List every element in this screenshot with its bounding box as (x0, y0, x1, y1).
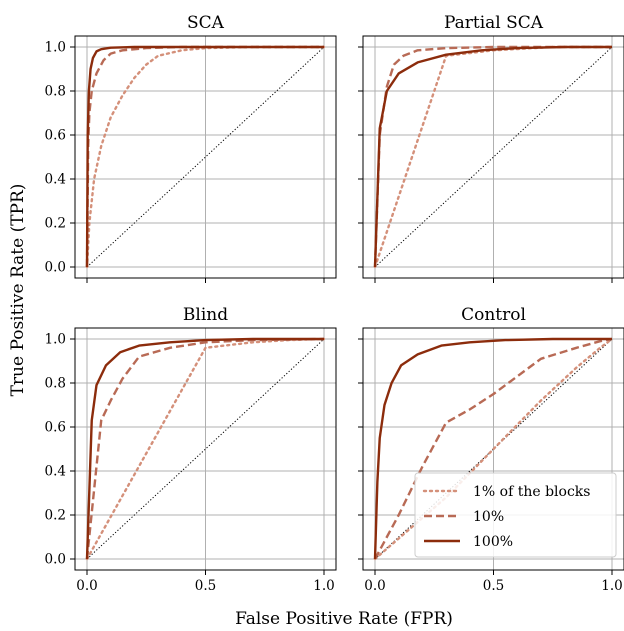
legend-label: 10% (473, 509, 504, 525)
y-tick-label: 0.0 (45, 552, 66, 568)
panel-title: SCA (187, 13, 225, 33)
y-tick-label: 0.0 (45, 260, 66, 276)
series-line-3 (373, 45, 612, 268)
panel-1: SCA 0.0 0.2 0.4 0.6 0.8 1.0 (45, 13, 337, 283)
y-tick-label: 1.0 (45, 332, 66, 348)
legend-label: 100% (473, 534, 513, 550)
x-tick-label: 1.0 (313, 578, 334, 594)
series-line-1 (373, 337, 614, 561)
panel-title: Control (461, 305, 526, 325)
panel-title: Blind (183, 305, 228, 325)
series-line-3 (85, 45, 324, 268)
x-tick-label: 0.0 (76, 578, 97, 594)
figure-y-axis-label: True Positive Rate (TPR) (8, 184, 28, 397)
legend-box (414, 472, 617, 558)
y-tick-label: 1.0 (45, 40, 66, 56)
y-tick-label: 0.8 (45, 376, 66, 392)
y-tick-label: 0.4 (45, 464, 66, 480)
y-tick-label: 0.2 (45, 508, 66, 524)
series-line-3 (373, 337, 612, 560)
y-tick-label: 0.6 (45, 128, 66, 144)
panel-2: Partial SCA (358, 13, 624, 283)
x-tick-label: 0.0 (364, 578, 385, 594)
y-tick-label: 0.4 (45, 172, 66, 188)
panel-4: Control 0.0 0.5 1.0 1% of the blocks 10% 100% (358, 305, 624, 594)
panel-title: Partial SCA (444, 13, 544, 33)
series-line-3 (85, 337, 324, 560)
x-tick-label: 0.5 (483, 578, 504, 594)
figure-x-axis-label: False Positive Rate (FPR) (235, 609, 453, 629)
y-tick-label: 0.2 (45, 216, 66, 232)
y-tick-label: 0.8 (45, 84, 66, 100)
chance-diagonal (374, 338, 613, 560)
chance-diagonal (86, 338, 325, 560)
chance-diagonal (374, 46, 613, 268)
x-tick-label: 1.0 (601, 578, 622, 594)
chance-diagonal (86, 46, 325, 268)
legend: 1% of the blocks 10% 100% (414, 472, 617, 558)
legend-label: 1% of the blocks (473, 484, 590, 500)
series-line-2 (85, 337, 325, 560)
panel-3: Blind 0.0 0.2 0.4 0.6 0.8 1.0 0.0 0.5 1.0 (45, 305, 337, 594)
x-tick-label: 0.5 (195, 578, 216, 594)
y-tick-label: 0.6 (45, 420, 66, 436)
